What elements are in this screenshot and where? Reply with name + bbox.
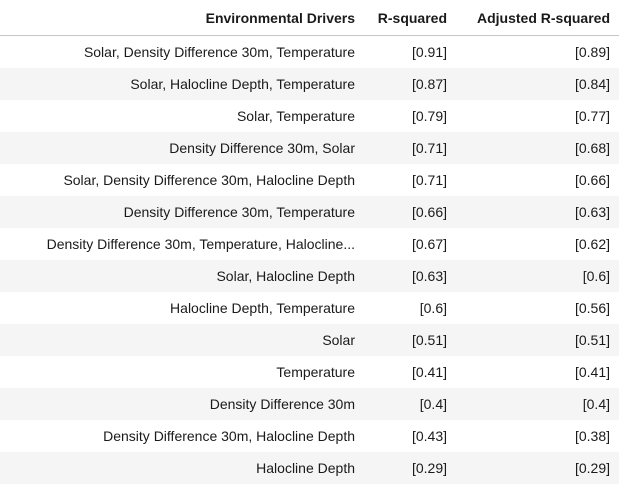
cell-environmental-drivers: Solar, Halocline Depth bbox=[0, 260, 364, 292]
cell-environmental-drivers: Density Difference 30m, Halocline Depth bbox=[103, 428, 355, 444]
table-row: Density Difference 30m, Temperature [0.66… bbox=[0, 196, 619, 228]
cell-r-squared: [0.67] bbox=[411, 236, 447, 252]
table-row: Halocline Depth, Temperature [0.6] [0.56] bbox=[0, 292, 619, 324]
table-row: Density Difference 30m, Temperature, Hal… bbox=[0, 228, 619, 260]
cell-environmental-drivers: Halocline Depth, Temperature bbox=[170, 300, 355, 316]
cell-r-squared: [0.66] bbox=[364, 196, 456, 228]
cell-r-squared: [0.41] bbox=[411, 364, 447, 380]
cell-environmental-drivers: Density Difference 30m, Temperature, Hal… bbox=[46, 236, 355, 252]
cell-adjusted-r-squared: [0.41] bbox=[574, 364, 610, 380]
table-body: Solar, Density Difference 30m, Temperatu… bbox=[0, 36, 619, 484]
cell-r-squared: [0.6] bbox=[419, 300, 447, 316]
cell-environmental-drivers: Temperature bbox=[276, 364, 355, 380]
cell-environmental-drivers: Halocline Depth bbox=[0, 452, 364, 484]
cell-environmental-drivers: Solar, Density Difference 30m, Halocline… bbox=[63, 172, 355, 188]
cell-adjusted-r-squared: [0.29] bbox=[456, 452, 619, 484]
header-row: Environmental Drivers R-squared Adjusted… bbox=[0, 0, 619, 36]
cell-adjusted-r-squared: [0.77] bbox=[574, 108, 610, 124]
cell-r-squared: [0.79] bbox=[411, 108, 447, 124]
cell-r-squared: [0.87] bbox=[364, 68, 456, 100]
table-row: Halocline Depth [0.29] [0.29] bbox=[0, 452, 619, 484]
cell-adjusted-r-squared: [0.66] bbox=[574, 172, 610, 188]
table-header: Environmental Drivers R-squared Adjusted… bbox=[0, 0, 619, 36]
table-row: Solar, Density Difference 30m, Halocline… bbox=[0, 164, 619, 196]
cell-adjusted-r-squared: [0.68] bbox=[456, 132, 619, 164]
cell-adjusted-r-squared: [0.4] bbox=[456, 388, 619, 420]
cell-r-squared: [0.4] bbox=[364, 388, 456, 420]
table-row: Solar [0.51] [0.51] bbox=[0, 324, 619, 356]
cell-r-squared: [0.71] bbox=[411, 172, 447, 188]
cell-adjusted-r-squared: [0.56] bbox=[574, 300, 610, 316]
cell-adjusted-r-squared: [0.51] bbox=[456, 324, 619, 356]
cell-environmental-drivers: Density Difference 30m, Temperature bbox=[0, 196, 364, 228]
cell-r-squared: [0.63] bbox=[364, 260, 456, 292]
cell-adjusted-r-squared: [0.38] bbox=[574, 428, 610, 444]
header-r-squared: R-squared bbox=[364, 0, 456, 36]
cell-environmental-drivers: Solar, Halocline Depth, Temperature bbox=[0, 68, 364, 100]
table-row: Temperature [0.41] [0.41] bbox=[0, 356, 619, 388]
table-row: Density Difference 30m, Solar [0.71] [0.68… bbox=[0, 132, 619, 164]
cell-adjusted-r-squared: [0.6] bbox=[456, 260, 619, 292]
table-row: Solar, Halocline Depth, Temperature [0.87… bbox=[0, 68, 619, 100]
cell-adjusted-r-squared: [0.89] bbox=[574, 44, 610, 60]
cell-environmental-drivers: Solar bbox=[0, 324, 364, 356]
cell-r-squared: [0.91] bbox=[411, 44, 447, 60]
cell-environmental-drivers: Density Difference 30m, Solar bbox=[0, 132, 364, 164]
cell-adjusted-r-squared: [0.84] bbox=[456, 68, 619, 100]
cell-r-squared: [0.51] bbox=[364, 324, 456, 356]
table-row: Density Difference 30m, Halocline Depth [… bbox=[0, 420, 619, 452]
header-adjusted-r-squared: Adjusted R-squared bbox=[456, 0, 619, 36]
results-table: Environmental Drivers R-squared Adjusted… bbox=[0, 0, 619, 484]
table-row: Density Difference 30m [0.4] [0.4] bbox=[0, 388, 619, 420]
cell-r-squared: [0.29] bbox=[364, 452, 456, 484]
table-row: Solar, Density Difference 30m, Temperatu… bbox=[0, 36, 619, 69]
cell-environmental-drivers: Solar, Temperature bbox=[236, 108, 355, 124]
table-row: Solar, Halocline Depth [0.63] [0.6] bbox=[0, 260, 619, 292]
header-environmental-drivers: Environmental Drivers bbox=[0, 0, 364, 36]
cell-environmental-drivers: Solar, Density Difference 30m, Temperatu… bbox=[83, 44, 355, 60]
cell-adjusted-r-squared: [0.62] bbox=[574, 236, 610, 252]
cell-r-squared: [0.43] bbox=[411, 428, 447, 444]
cell-r-squared: [0.71] bbox=[364, 132, 456, 164]
cell-adjusted-r-squared: [0.63] bbox=[456, 196, 619, 228]
table-row: Solar, Temperature [0.79] [0.77] bbox=[0, 100, 619, 132]
cell-environmental-drivers: Density Difference 30m bbox=[0, 388, 364, 420]
